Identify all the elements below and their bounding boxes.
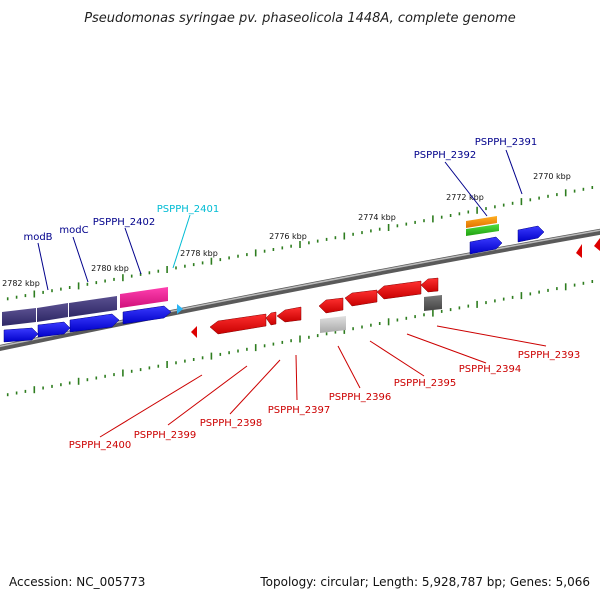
label-PSPPH_2402[interactable]: PSPPH_2402	[93, 217, 155, 228]
accession-text: Accession: NC_005773	[9, 575, 145, 589]
connector-PSPPH_2402	[124, 227, 142, 275]
feature-PSPPH_2392-orange[interactable]	[466, 216, 497, 228]
reverse-label-connectors	[99, 325, 547, 438]
gene-PSPPH_2393-reverse[interactable]	[420, 277, 439, 293]
genome-summary-text: Topology: circular; Length: 5,928,787 bp…	[259, 575, 590, 589]
gene-PSPPH_2399-reverse[interactable]	[209, 313, 267, 335]
tick-label-2778: 2778 kbp	[180, 249, 218, 258]
connector-PSPPH_2396	[337, 345, 361, 389]
gene-PSPPH_2392-forward[interactable]	[469, 236, 503, 255]
reverse-features	[320, 295, 442, 333]
label-PSPPH_2399[interactable]: PSPPH_2399	[134, 430, 196, 441]
genome-backbone	[0, 228, 600, 351]
gene-PSPPH_2397-reverse[interactable]	[276, 306, 302, 323]
gene-offscreen-marker-2[interactable]	[594, 238, 600, 251]
feature-PSPPH_2393[interactable]	[424, 295, 442, 311]
connector-PSPPH_2392	[444, 161, 488, 217]
connector-PSPPH_2400	[99, 374, 203, 438]
connector-modC	[72, 236, 89, 283]
forward-features	[2, 216, 499, 326]
gene-offscreen-marker-1[interactable]	[576, 244, 582, 258]
gene-PSPPH_2396-reverse[interactable]	[318, 297, 344, 314]
connector-PSPPH_2393	[436, 325, 547, 347]
gene-PSPPH_2395-reverse[interactable]	[344, 289, 378, 307]
label-PSPPH_2393[interactable]: PSPPH_2393	[518, 350, 580, 361]
feature-modC[interactable]	[37, 303, 68, 322]
label-PSPPH_2398[interactable]: PSPPH_2398	[200, 418, 262, 429]
connector-PSPPH_2394	[406, 333, 487, 364]
gene-PSPPH_2391-forward[interactable]	[517, 225, 545, 243]
map-title: Pseudomonas syringae pv. phaseolicola 14…	[84, 11, 516, 26]
gene-modC-forward[interactable]	[37, 321, 71, 338]
forward-label-connectors	[37, 149, 523, 291]
connector-PSPPH_2391	[505, 149, 523, 195]
connector-PSPPH_2401	[172, 214, 191, 269]
upper-tick-row	[6, 186, 594, 301]
feature-PSPPH_2401[interactable]	[120, 287, 168, 308]
connector-modB	[37, 242, 49, 291]
connector-PSPPH_2399	[167, 365, 248, 426]
tick-label-2770: 2770 kbp	[533, 172, 571, 181]
gene-modB-forward[interactable]	[3, 327, 39, 343]
connector-PSPPH_2395	[369, 340, 425, 377]
connector-PSPPH_2398	[229, 359, 281, 415]
label-PSPPH_2394[interactable]: PSPPH_2394	[459, 364, 521, 375]
tick-label-2782: 2782 kbp	[2, 279, 40, 288]
gene-PSPPH_2400-marker[interactable]	[191, 326, 197, 338]
gene-PSPPH_2394-reverse[interactable]	[376, 280, 422, 300]
label-PSPPH_2396[interactable]: PSPPH_2396	[329, 392, 391, 403]
label-PSPPH_2397[interactable]: PSPPH_2397	[268, 405, 330, 416]
feature-modB[interactable]	[2, 308, 36, 326]
tick-label-2780: 2780 kbp	[91, 264, 129, 273]
tick-label-2772: 2772 kbp	[446, 193, 484, 202]
tick-label-2776: 2776 kbp	[269, 232, 307, 241]
label-PSPPH_2400[interactable]: PSPPH_2400	[69, 440, 131, 451]
reverse-genes	[191, 238, 600, 338]
gene-PSPPH_2402-forward[interactable]	[69, 313, 120, 333]
label-PSPPH_2391[interactable]: PSPPH_2391	[475, 137, 537, 148]
label-PSPPH_2392[interactable]: PSPPH_2392	[414, 150, 476, 161]
gene-PSPPH_2401-forward[interactable]	[122, 305, 172, 325]
feature-PSPPH_2402[interactable]	[69, 296, 117, 317]
forward-genes	[3, 225, 545, 343]
label-modC[interactable]: modC	[59, 225, 88, 236]
connector-PSPPH_2397	[295, 354, 298, 401]
label-modB[interactable]: modB	[23, 232, 52, 243]
lower-tick-row	[6, 280, 594, 397]
feature-PSPPH_2392-green[interactable]	[466, 224, 499, 236]
feature-PSPPH_2396[interactable]	[320, 316, 346, 333]
tick-label-2774: 2774 kbp	[358, 213, 396, 222]
gene-PSPPH_2401-marker[interactable]	[177, 304, 183, 314]
label-PSPPH_2395[interactable]: PSPPH_2395	[394, 378, 456, 389]
gene-PSPPH_2398-reverse[interactable]	[265, 311, 277, 326]
label-PSPPH_2401[interactable]: PSPPH_2401	[157, 204, 219, 215]
